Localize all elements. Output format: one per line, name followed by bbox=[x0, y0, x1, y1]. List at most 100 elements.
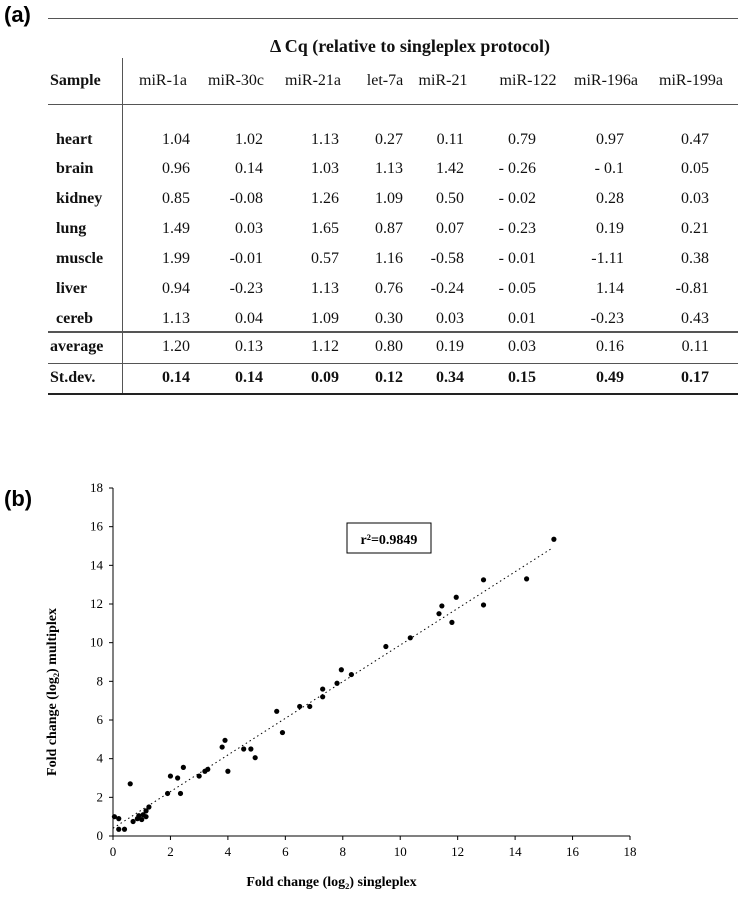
data-point bbox=[524, 576, 530, 582]
y-tick-label: 4 bbox=[97, 751, 104, 766]
data-point bbox=[180, 764, 186, 770]
average-row-label: average bbox=[50, 338, 104, 355]
data-point bbox=[436, 611, 442, 617]
x-axis-label: Fold change (log₂) singleplex bbox=[246, 875, 416, 890]
stdev-cell: 0.09 bbox=[311, 369, 339, 386]
table-cell: 1.99 bbox=[162, 250, 190, 267]
x-tick-label: 12 bbox=[451, 844, 464, 859]
column-header: let-7a bbox=[366, 72, 404, 89]
data-point bbox=[146, 804, 152, 810]
table-cell: 0.30 bbox=[375, 310, 403, 327]
table-cell: 1.13 bbox=[311, 131, 339, 148]
x-tick-label: 10 bbox=[394, 844, 407, 859]
x-tick-label: 14 bbox=[509, 844, 523, 859]
y-tick-label: 14 bbox=[90, 557, 104, 572]
table-cell: 0.11 bbox=[436, 131, 464, 148]
data-point bbox=[320, 694, 326, 700]
table-cell: 0.27 bbox=[375, 131, 403, 148]
table-cell: 0.38 bbox=[681, 250, 709, 267]
table-cell: -0.58 bbox=[430, 250, 464, 267]
y-tick-label: 16 bbox=[90, 519, 104, 534]
table-bottom-rule bbox=[48, 393, 738, 395]
data-point bbox=[307, 703, 313, 710]
data-point bbox=[297, 703, 303, 710]
data-point bbox=[439, 603, 445, 609]
x-tick-label: 6 bbox=[282, 844, 289, 859]
table-cell: -1.11 bbox=[591, 250, 624, 267]
table-cell: - 0.26 bbox=[498, 160, 536, 177]
data-point bbox=[225, 768, 231, 774]
table-cell: 0.14 bbox=[235, 160, 263, 177]
data-point bbox=[111, 814, 118, 820]
data-point bbox=[143, 808, 149, 814]
table-cell: 1.42 bbox=[436, 160, 464, 177]
r-squared-box bbox=[346, 522, 432, 554]
row-label: kidney bbox=[56, 190, 103, 207]
data-point bbox=[136, 813, 142, 819]
y-tick-label: 0 bbox=[97, 828, 104, 843]
data-point bbox=[167, 773, 174, 779]
data-point bbox=[407, 635, 413, 641]
table-cell: - 0.23 bbox=[498, 220, 536, 237]
data-point bbox=[139, 816, 145, 823]
table-cell: 0.96 bbox=[162, 160, 190, 177]
x-tick-label: 18 bbox=[624, 844, 637, 859]
data-point bbox=[241, 746, 247, 752]
table-cell: 1.02 bbox=[235, 131, 263, 148]
table-header-rule bbox=[48, 104, 738, 105]
data-point bbox=[175, 775, 181, 781]
table-cell: 0.50 bbox=[436, 190, 464, 207]
x-tick-label: 2 bbox=[167, 844, 174, 859]
data-point bbox=[274, 708, 280, 714]
panel-label-b: (b) bbox=[4, 486, 33, 511]
table-cell: 1.13 bbox=[311, 280, 339, 297]
data-point bbox=[143, 814, 149, 820]
data-point bbox=[334, 680, 340, 686]
table-cell: - 0.1 bbox=[594, 160, 624, 177]
table-average-rule bbox=[48, 331, 738, 333]
table-title: Δ Cq (relative to singleplex protocol) bbox=[269, 36, 551, 56]
table-cell: 1.09 bbox=[311, 310, 339, 327]
x-tick-label: 8 bbox=[340, 844, 347, 859]
average-cell: 0.11 bbox=[681, 338, 709, 355]
table-cell: 0.03 bbox=[681, 190, 709, 207]
trendline bbox=[112, 547, 553, 829]
table-cell: 1.49 bbox=[162, 220, 190, 237]
y-tick-label: 12 bbox=[90, 596, 103, 611]
table-cell: - 0.02 bbox=[498, 190, 536, 207]
table-cell: 1.16 bbox=[375, 250, 403, 267]
average-cell: 1.20 bbox=[162, 338, 190, 355]
column-header: miR-199a bbox=[659, 72, 723, 89]
column-header: miR-122 bbox=[499, 72, 557, 89]
x-tick-label: 4 bbox=[225, 844, 232, 859]
table-cell: 1.26 bbox=[311, 190, 339, 207]
table-cell: 0.01 bbox=[508, 310, 536, 327]
table-cell: -0.01 bbox=[229, 250, 263, 267]
data-point bbox=[127, 781, 133, 787]
table-cell: 1.09 bbox=[375, 190, 403, 207]
table-cell: 0.57 bbox=[311, 250, 339, 267]
table-cell: 0.97 bbox=[596, 131, 624, 148]
table-top-rule bbox=[48, 18, 738, 19]
table-cell: 0.21 bbox=[681, 220, 709, 237]
row-label: liver bbox=[56, 280, 88, 297]
column-header: miR-21a bbox=[285, 72, 341, 89]
x-tick-label: 0 bbox=[110, 844, 117, 859]
data-point bbox=[252, 755, 258, 761]
data-point bbox=[338, 667, 344, 673]
row-label: lung bbox=[56, 220, 87, 237]
y-tick-label: 10 bbox=[90, 635, 103, 650]
y-tick-label: 2 bbox=[97, 789, 104, 804]
table-cell: -0.24 bbox=[430, 280, 464, 297]
stdev-cell: 0.12 bbox=[375, 369, 403, 386]
table-cell: 0.76 bbox=[375, 280, 403, 297]
data-point bbox=[116, 826, 122, 832]
table-cell: 1.03 bbox=[311, 160, 339, 177]
data-point bbox=[551, 536, 557, 542]
table-cell: 0.94 bbox=[162, 280, 190, 297]
table-cell: 0.05 bbox=[681, 160, 709, 177]
x-tick-label: 16 bbox=[566, 844, 580, 859]
data-point bbox=[348, 671, 354, 678]
data-point bbox=[248, 746, 254, 752]
table-cell: -0.81 bbox=[675, 280, 709, 297]
